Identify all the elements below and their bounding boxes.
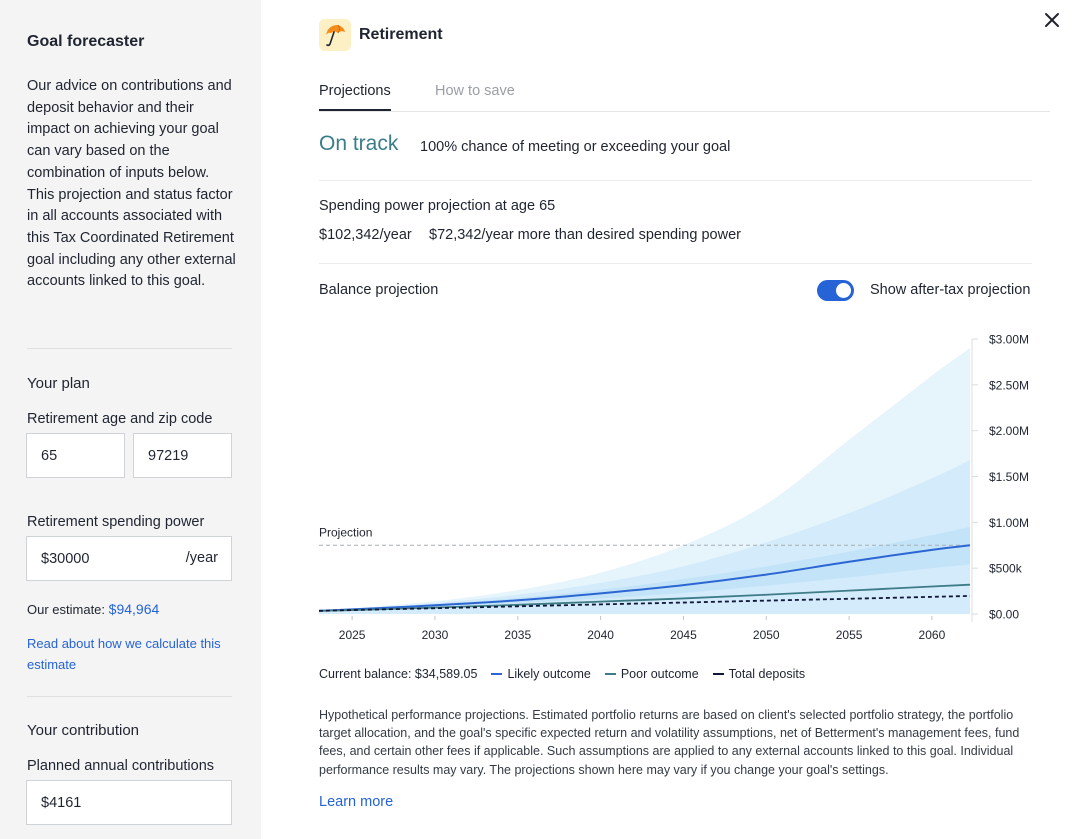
- projection-band-3: [319, 526, 970, 611]
- after-tax-toggle-label: Show after-tax projection: [870, 282, 1031, 298]
- y-tick-label: $500k: [989, 562, 1023, 576]
- spending-projection-heading: Spending power projection at age 65: [319, 198, 556, 214]
- annual-contribution-label: Planned annual contributions: [27, 758, 215, 774]
- y-tick-label: $1.00M: [989, 516, 1029, 530]
- tab-projections[interactable]: Projections: [319, 83, 391, 111]
- status-description: 100% chance of meeting or exceeding your…: [420, 139, 731, 155]
- balance-projection-chart: $3.00M $2.50M $2.00M $1.50M $1.00M $500k $0.00…: [318, 333, 1029, 642]
- spending-power-value: $30000: [41, 550, 90, 567]
- goal-forecaster-sidebar: Goal forecaster Our advice on contributi…: [0, 0, 261, 839]
- status-label: On track: [319, 132, 399, 155]
- estimate-value: $94,964: [108, 601, 160, 617]
- series-poor-outcome: [318, 583, 971, 612]
- divider: [319, 180, 1032, 181]
- y-tick-label: $3.00M: [989, 333, 1029, 347]
- divider: [319, 263, 1032, 264]
- y-tick-label: $2.00M: [989, 424, 1029, 438]
- sidebar-title: Goal forecaster: [27, 33, 145, 50]
- legend-likely-outcome: Likely outcome: [491, 667, 591, 681]
- zip-code-input[interactable]: 97219: [133, 433, 232, 478]
- legend-swatch: [712, 673, 724, 675]
- y-tick-label: $0.00: [989, 608, 1019, 622]
- spending-projection-value: $102,342/year: [319, 227, 412, 243]
- close-icon[interactable]: [1043, 11, 1061, 29]
- x-tick-label: 2045: [670, 628, 697, 642]
- spending-projection-difference: $72,342/year more than desired spending …: [429, 227, 741, 243]
- retirement-age-label: Retirement age and zip code: [27, 411, 213, 427]
- projection-label: Projection: [319, 525, 372, 539]
- your-plan-heading: Your plan: [27, 375, 90, 392]
- x-tick-label: 2035: [504, 628, 531, 642]
- umbrella-icon: [319, 19, 351, 51]
- legend-label: Poor outcome: [620, 667, 699, 681]
- learn-more-link[interactable]: Learn more: [319, 794, 394, 810]
- goal-title: Retirement: [359, 26, 443, 43]
- your-contribution-heading: Your contribution: [27, 722, 140, 739]
- x-tick-label: 2030: [422, 628, 449, 642]
- legend-total-deposits: Total deposits: [712, 667, 806, 681]
- x-tick-label: 2040: [587, 628, 614, 642]
- toggle-knob: [836, 283, 851, 298]
- divider: [27, 348, 232, 349]
- series-likely-outcome: [318, 544, 971, 612]
- our-estimate: Our estimate: $94,964: [27, 601, 159, 617]
- legend-poor-outcome: Poor outcome: [604, 667, 699, 681]
- x-tick-label: 2055: [836, 628, 863, 642]
- x-tick-label: 2050: [753, 628, 780, 642]
- estimate-label: Our estimate:: [27, 602, 106, 617]
- x-tick-label: 2025: [339, 628, 366, 642]
- spending-power-label: Retirement spending power: [27, 514, 205, 530]
- x-tick-label: 2060: [919, 628, 946, 642]
- zip-code-value: 97219: [148, 447, 189, 464]
- y-tick-label: $1.50M: [989, 470, 1029, 484]
- balance-projection-heading: Balance projection: [319, 282, 439, 298]
- after-tax-toggle[interactable]: [817, 280, 854, 301]
- legend-label: Likely outcome: [507, 667, 591, 681]
- retirement-age-value: 65: [41, 447, 58, 464]
- retirement-age-input[interactable]: 65: [26, 433, 125, 478]
- annual-contribution-value: $4161: [41, 794, 82, 811]
- legend-swatch: [604, 673, 616, 675]
- sidebar-description: Our advice on contributions and deposit …: [27, 78, 236, 290]
- estimate-calculation-link[interactable]: Read about how we calculate this estimat…: [27, 636, 221, 672]
- legend-label: Total deposits: [728, 667, 806, 681]
- spending-power-suffix: /year: [185, 550, 218, 566]
- legend-swatch: [491, 673, 503, 675]
- annual-contribution-input[interactable]: $4161: [26, 780, 232, 825]
- disclaimer-text: Hypothetical performance projections. Es…: [319, 708, 1020, 777]
- tab-how-to-save[interactable]: How to save: [435, 83, 515, 99]
- series-total-deposits: [318, 595, 971, 612]
- chart-legend: Current balance: $34,589.05 Likely outco…: [319, 667, 805, 681]
- spending-power-input[interactable]: $30000 /year: [26, 536, 232, 581]
- current-balance: Current balance: $34,589.05: [319, 667, 478, 681]
- divider: [27, 696, 232, 697]
- y-tick-label: $2.50M: [989, 378, 1029, 392]
- tab-bar: Projections How to save: [319, 78, 1050, 112]
